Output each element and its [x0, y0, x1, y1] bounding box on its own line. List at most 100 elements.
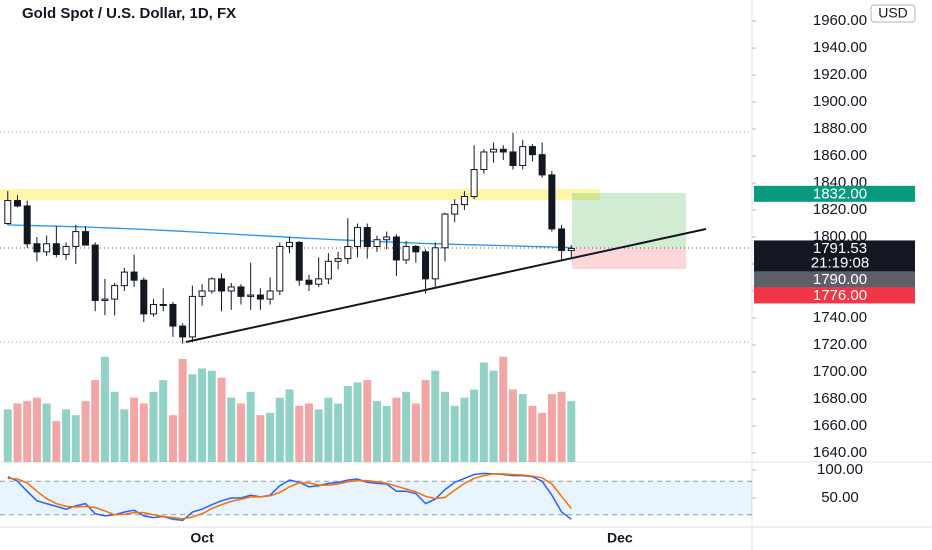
y-tick-label: 1640.00: [813, 444, 867, 461]
volume-bar: [13, 403, 22, 462]
volume-bar: [382, 405, 391, 462]
volume-bar: [100, 356, 109, 462]
volume-bar: [372, 401, 381, 462]
countdown: 21:19:08: [811, 254, 869, 271]
candle-body: [286, 241, 294, 247]
candle-body: [91, 244, 99, 301]
volume-bar: [130, 397, 139, 462]
candle-body: [499, 148, 507, 153]
candle-body: [295, 241, 303, 281]
long-stop: [572, 248, 686, 269]
volume-bar: [450, 405, 459, 462]
volume-bar: [518, 394, 527, 462]
stoch-band: [0, 481, 752, 515]
volume-bar: [411, 403, 420, 462]
y-tick-label: 1920.00: [813, 66, 867, 83]
volume-bar: [139, 403, 148, 462]
candle-body: [460, 196, 468, 206]
volume: [3, 356, 576, 462]
price-label-box: [754, 240, 915, 272]
volume-bar: [71, 415, 80, 462]
volume-bar: [236, 403, 245, 462]
candle-body: [247, 294, 255, 297]
volume-bar: [508, 389, 517, 462]
candle-body: [490, 148, 498, 153]
volume-bar: [479, 362, 488, 462]
stochastic: [0, 472, 752, 522]
volume-bar: [207, 370, 216, 462]
y-tick-label: 1680.00: [813, 390, 867, 407]
y-tick-label: 1740.00: [813, 309, 867, 326]
stoch-d: [7, 473, 572, 520]
candle-body: [159, 303, 167, 306]
candle-body: [519, 146, 527, 166]
volume-bar: [431, 370, 440, 462]
candle-body: [72, 231, 80, 247]
volume-bar: [81, 401, 90, 462]
volume-bar: [567, 401, 576, 462]
resistance-zone: [0, 189, 600, 200]
candle-body: [392, 236, 400, 261]
candle-body: [188, 295, 196, 338]
candle-body: [538, 154, 546, 176]
volume-bar: [314, 409, 323, 462]
candle-body: [120, 271, 128, 287]
volume-bar: [246, 391, 255, 462]
stoch-tick-label: 50.00: [821, 489, 859, 506]
volume-bar: [198, 368, 207, 462]
candle-body: [354, 227, 362, 247]
volume-bar: [440, 391, 449, 462]
y-tick-label: 1700.00: [813, 363, 867, 380]
candle-body: [227, 286, 235, 292]
candle-body: [315, 278, 323, 285]
candle-body: [402, 245, 410, 261]
candle-body: [509, 151, 517, 166]
candle-body: [256, 294, 264, 300]
volume-bar: [217, 377, 226, 462]
volume-bar: [334, 403, 343, 462]
candle-body: [528, 146, 536, 156]
volume-bar: [178, 359, 187, 462]
volume-bar: [460, 397, 469, 462]
volume-bar: [159, 380, 168, 462]
volume-bar: [3, 409, 12, 462]
volume-bar: [266, 412, 275, 462]
currency: USD: [878, 5, 908, 21]
volume-bar: [392, 397, 401, 462]
candle-body: [324, 260, 332, 280]
candle-body: [101, 298, 109, 301]
volume-bar: [256, 415, 265, 462]
candle-body: [140, 279, 148, 315]
candle-body: [179, 325, 187, 338]
volume-bar: [353, 382, 362, 462]
volume-bar: [42, 403, 51, 462]
price-label: 1776.00: [813, 287, 867, 304]
volume-bar: [304, 403, 313, 462]
candle-body: [305, 279, 313, 285]
volume-bar: [62, 409, 71, 462]
volume-bar: [295, 405, 304, 462]
candle-body: [4, 200, 12, 225]
volume-bar: [168, 415, 177, 462]
x-tick-label: Oct: [190, 530, 214, 546]
volume-bar: [32, 397, 41, 462]
volume-bar: [538, 412, 547, 462]
trendline: [185, 228, 707, 343]
volume-bar: [470, 389, 479, 462]
price-label-box: [754, 185, 915, 202]
price-label: 1791.53: [813, 240, 867, 257]
candle-body: [470, 169, 478, 198]
price-label-box: [754, 287, 915, 304]
candle-body: [169, 303, 177, 327]
volume-bar: [402, 391, 411, 462]
volume-bar: [343, 385, 352, 462]
y-tick-label: 1940.00: [813, 39, 867, 56]
stoch-tick-label: 100.00: [817, 461, 863, 478]
y-tick-label: 1900.00: [813, 93, 867, 110]
candle-body: [558, 228, 566, 252]
candle-body: [567, 247, 575, 252]
candle-body: [431, 247, 439, 280]
candle-body: [43, 243, 51, 253]
